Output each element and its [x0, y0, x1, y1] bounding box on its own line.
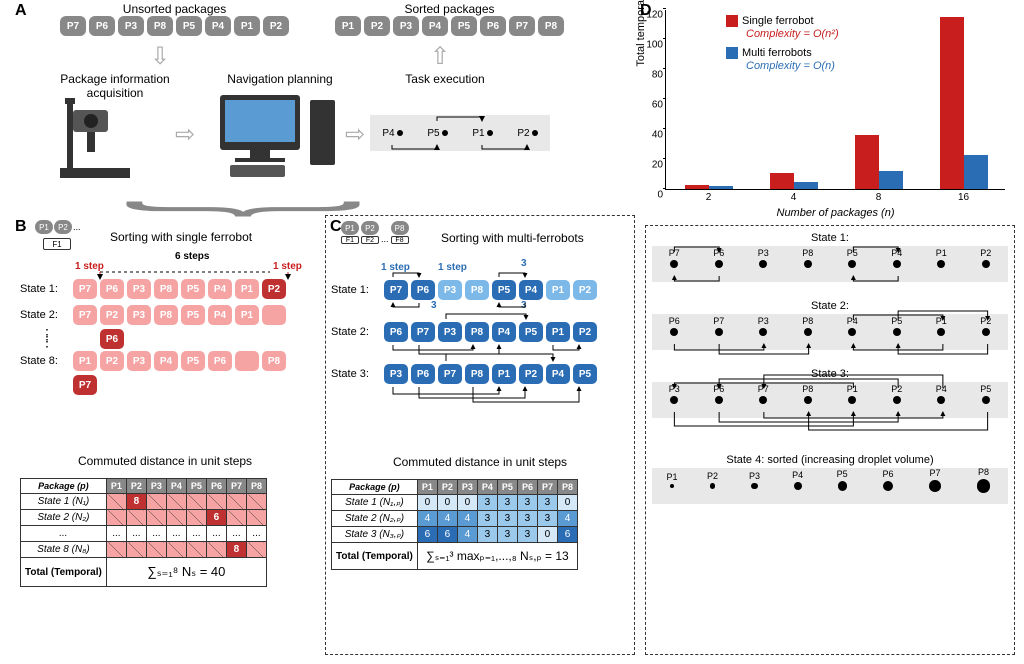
down-arrow-icon: ⇩	[150, 42, 170, 71]
pkg-chip: P8	[147, 16, 173, 36]
c-dist-title: Commuted distance in unit steps	[326, 455, 634, 469]
pkg-chip: P2	[263, 16, 289, 36]
step2-label: Navigation planning	[215, 72, 345, 86]
sorted-block: Sorted packages P1P2P3P4P5P6P7P8	[335, 2, 564, 36]
right-states-panel: State 1:P7P6P3P8P5P4P1P2State 2:P6P7P3P8…	[645, 225, 1015, 655]
bar-chart: Total temporal steps Number of packages …	[665, 10, 1005, 190]
pkg-chip: P5	[176, 16, 202, 36]
xlabel: Number of packages (n)	[777, 207, 895, 219]
panel-b-title: Sorting with single ferrobot	[110, 230, 252, 244]
pkg-chip: P8	[538, 16, 564, 36]
pkg-chip: P5	[451, 16, 477, 36]
step-6: 6 steps	[175, 251, 209, 262]
ylabel: Total temporal steps	[635, 0, 647, 66]
ferro-single: P1 P2 ...	[35, 220, 81, 234]
panel-d: Total temporal steps Number of packages …	[640, 0, 1010, 210]
sorted-row: P1P2P3P4P5P6P7P8	[335, 16, 564, 36]
step3-label: Task execution	[385, 72, 505, 86]
pkg-chip: P7	[509, 16, 535, 36]
computer-icon	[215, 90, 345, 180]
pkg-chip: P6	[480, 16, 506, 36]
right-arrow-2-icon: ⇨	[345, 120, 365, 149]
c-states: State 1:P7P6P3P8P5P4P1P2State 2:P6P7P3P8…	[331, 274, 597, 406]
right-arrow-1-icon: ⇨	[175, 120, 195, 149]
pkg-chip: P4	[422, 16, 448, 36]
b-dist-title: Commuted distance in unit steps	[15, 454, 315, 468]
pkg-chip: P1	[335, 16, 361, 36]
pkg-chip: P2	[364, 16, 390, 36]
b-table: Package (p)P1P2P3P4P5P6P7P8State 1 (N₁) …	[20, 478, 267, 587]
panel-a: Unsorted packages P7P6P3P8P5P4P1P2 Sorte…	[15, 0, 575, 210]
ferro-top: P1	[35, 220, 53, 234]
panel-c-title: Sorting with multi-ferrobots	[441, 231, 584, 245]
sorted-title: Sorted packages	[335, 2, 564, 16]
c-step-3a: 3	[521, 258, 527, 269]
ferro-base: F1	[43, 237, 71, 250]
task-strip: P4P5P1P2	[370, 115, 550, 151]
b-states: State 1:P7P6P3P8P5P4P1P2State 2:P7P2P3P8…	[20, 279, 320, 371]
panel-b: P1 P2 ... F1 Sorting with single ferrobo…	[15, 215, 315, 655]
ferro-top: P2	[54, 220, 72, 234]
pkg-chip: P4	[205, 16, 231, 36]
unsorted-block: Unsorted packages P7P6P3P8P5P4P1P2	[60, 2, 289, 36]
up-arrow-icon: ⇧	[430, 42, 450, 71]
panel-c: P1F1P2F2...P8F8 Sorting with multi-ferro…	[325, 215, 635, 655]
pkg-chip: P3	[118, 16, 144, 36]
pkg-chip: P3	[393, 16, 419, 36]
ferro-multi: P1F1P2F2...P8F8	[341, 221, 409, 244]
unsorted-row: P7P6P3P8P5P4P1P2	[60, 16, 289, 36]
pkg-chip: P6	[89, 16, 115, 36]
microscope-icon	[55, 90, 135, 180]
pkg-chip: P7	[60, 16, 86, 36]
c-table: Package (p)P1P2P3P4P5P6P7P8State 1 (N₁,ₚ…	[331, 479, 578, 570]
pkg-chip: P1	[234, 16, 260, 36]
unsorted-title: Unsorted packages	[60, 2, 289, 16]
